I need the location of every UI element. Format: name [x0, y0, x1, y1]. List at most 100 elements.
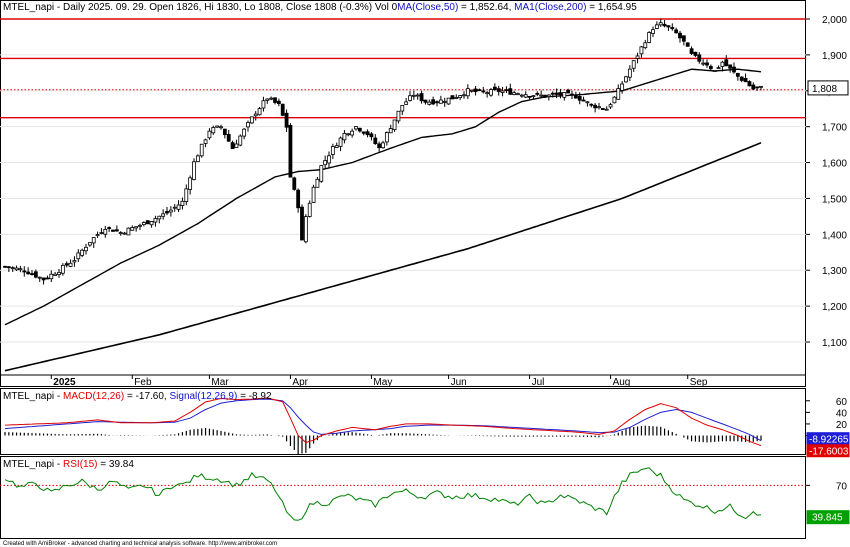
month-label: Aug [613, 377, 631, 388]
macd-title-symbol: MTEL_napi [3, 391, 54, 402]
candle-body [654, 24, 659, 29]
candle-body [10, 267, 15, 270]
candle-body [751, 84, 756, 90]
candle-body [604, 108, 609, 111]
candle-body [651, 29, 655, 34]
candle-body [338, 137, 343, 147]
candle-body [508, 88, 513, 95]
candle-body [465, 88, 470, 97]
candle-body [531, 95, 536, 98]
rsi-panel-frame [0, 456, 806, 539]
rsi-value-tag [806, 510, 850, 525]
price-tick-label: 1,500 [822, 194, 847, 205]
rsi-line [4, 467, 762, 521]
candle-body [546, 94, 551, 97]
candle-body [423, 99, 428, 103]
rsi-title-sep: - [54, 459, 63, 470]
candle-body [107, 227, 112, 229]
macd-marks [4, 397, 762, 455]
candle-body [446, 97, 451, 105]
candle-body [273, 97, 277, 103]
macd-tick-label: 20 [836, 420, 848, 431]
candle-body [230, 142, 235, 150]
candle-body [76, 252, 81, 260]
candle-body [527, 95, 532, 98]
price-marks [0, 18, 806, 372]
ma200-label: MA1(Close,200) [514, 2, 586, 13]
candle-body [26, 271, 31, 275]
candle-body [450, 95, 455, 100]
candle-body [199, 143, 204, 157]
candle-body [30, 273, 34, 275]
candle-body [369, 133, 374, 138]
candle-body [288, 125, 293, 178]
price-tick-label: 1,300 [822, 266, 847, 277]
candle-body [153, 218, 158, 223]
candle-body [720, 61, 725, 67]
candle-body [184, 188, 189, 202]
macd-panel-frame [0, 388, 806, 455]
candle-body [319, 165, 324, 182]
candle-body [226, 133, 231, 142]
candle-body [161, 213, 166, 217]
rsi-value: = 39.84 [97, 459, 134, 470]
candle-body [647, 32, 652, 43]
candle-body [573, 95, 578, 99]
macd-tick-label: 60 [836, 397, 848, 408]
price-tick-label: 1,600 [822, 159, 847, 170]
candle-body [624, 76, 628, 83]
macd-label: MACD(12,26) [63, 391, 124, 402]
candle-body [400, 105, 405, 112]
price-panel-frame [0, 0, 806, 387]
candle-body [215, 125, 220, 128]
candle-body [165, 211, 169, 214]
candle-body [45, 277, 50, 280]
candle-body [126, 227, 131, 236]
candle-body [327, 155, 331, 164]
ma200-value: = 1,654.95 [586, 2, 637, 13]
candle-body [311, 186, 316, 203]
candle-body [246, 122, 250, 128]
price-tick-label: 1,100 [822, 338, 847, 349]
price-tick-label: 1,900 [822, 51, 847, 62]
candle-body [269, 97, 274, 100]
candle-body [593, 104, 598, 109]
candle-body [415, 94, 420, 97]
candle-body [500, 90, 505, 93]
candle-body [14, 267, 19, 271]
candle-body [265, 98, 270, 101]
candle-body [130, 227, 135, 231]
candle-body [257, 108, 262, 116]
candle-body [18, 268, 23, 271]
candle-body [639, 46, 644, 55]
month-label: 2025 [53, 377, 76, 388]
candle-body [118, 232, 123, 234]
candle-body [392, 119, 397, 131]
candle-body [346, 133, 351, 136]
candle-body [512, 92, 517, 95]
candle-body [724, 59, 729, 67]
candle-body [72, 260, 77, 263]
candle-body [396, 110, 401, 122]
price-grid [0, 18, 806, 343]
candle-body [234, 143, 239, 148]
ma50-value: = 1,852.64, [458, 2, 511, 13]
candle-body [581, 99, 586, 102]
candle-body [303, 216, 308, 243]
candle-body [674, 29, 679, 34]
candle-body [666, 25, 671, 28]
candle-body [716, 67, 721, 70]
price-title-symbol: MTEL_napi [3, 2, 54, 13]
candle-body [589, 103, 594, 106]
candle-body [516, 93, 520, 96]
candle-body [481, 90, 486, 93]
candle-body [361, 131, 366, 134]
ma200-line [4, 142, 762, 372]
candle-body [469, 89, 474, 92]
candle-body [280, 103, 285, 116]
price-tick-label: 1,200 [822, 302, 847, 313]
candle-body [307, 202, 312, 217]
candle-body [22, 270, 27, 273]
candle-body [84, 246, 88, 252]
candle-body [37, 276, 42, 279]
